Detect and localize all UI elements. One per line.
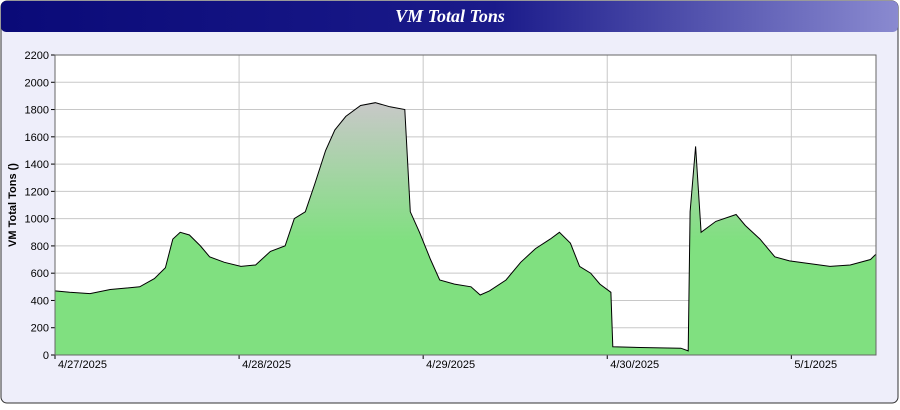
x-tick-label: 4/30/2025 — [610, 359, 659, 371]
area — [55, 102, 876, 355]
area-line — [54, 102, 877, 352]
y-tick-label: 600 — [31, 268, 49, 280]
y-tick-label: 1800 — [25, 105, 49, 117]
y-tick-label: 1200 — [25, 186, 49, 198]
y-tick-label: 200 — [31, 323, 49, 335]
y-tick-label: 2200 — [25, 50, 49, 62]
y-tick-label: 1400 — [25, 159, 49, 171]
y-axis-label: VM Total Tons () — [7, 163, 19, 247]
x-tick-label: 4/28/2025 — [242, 359, 291, 371]
x-tick-label: 4/29/2025 — [426, 359, 475, 371]
chart-title: VM Total Tons — [395, 6, 505, 26]
title-bar — [1, 1, 898, 32]
y-tick-label: 1000 — [25, 214, 49, 226]
y-tick-label: 400 — [31, 295, 49, 307]
x-tick-label: 4/27/2025 — [58, 359, 107, 371]
y-tick-label: 800 — [31, 241, 49, 253]
plot-border — [54, 54, 877, 356]
y-tick-label: 2000 — [25, 77, 49, 89]
y-tick-label: 1600 — [25, 132, 49, 144]
y-tick-label: 0 — [43, 350, 49, 362]
x-tick-label: 5/1/2025 — [794, 359, 837, 371]
